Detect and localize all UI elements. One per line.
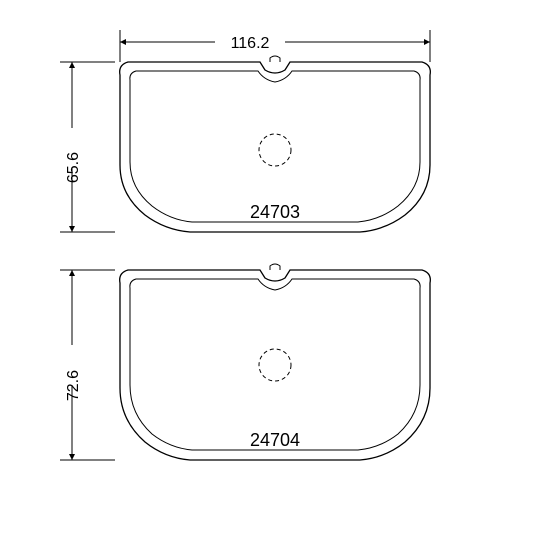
width-dimension: 116.2 (120, 30, 430, 62)
bottom-height-value: 72.6 (65, 370, 82, 401)
technical-drawing: 116.2 65.6 24703 72.6 (0, 0, 540, 540)
drawing-svg: 116.2 65.6 24703 72.6 (0, 0, 540, 540)
brake-pad-top: 65.6 24703 (60, 56, 430, 232)
top-center-hole (259, 134, 291, 166)
brake-pad-bottom: 72.6 24704 (60, 264, 430, 460)
width-value: 116.2 (231, 35, 270, 52)
bottom-inner (130, 279, 420, 450)
bottom-center-hole (259, 349, 291, 381)
top-part-number: 24703 (250, 202, 300, 222)
top-inner (130, 71, 420, 222)
bottom-part-number: 24704 (250, 430, 300, 450)
top-height-value: 65.6 (65, 152, 82, 183)
